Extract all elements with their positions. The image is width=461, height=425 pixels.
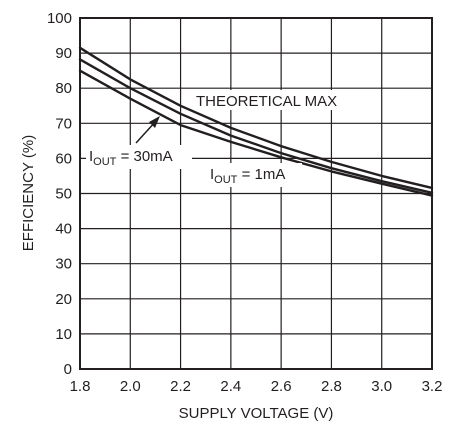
series-lines xyxy=(78,46,434,197)
y-tick-label-9: 90 xyxy=(55,45,72,62)
x-axis-label: SUPPLY VOLTAGE (V) xyxy=(179,405,334,422)
x-tick-label-1: 2.0 xyxy=(120,378,141,395)
annotation-30ma-bg xyxy=(86,145,192,169)
annotation-1ma-bg xyxy=(208,163,302,187)
series-line-theoretical-max xyxy=(78,46,434,190)
x-tick-label-7: 3.2 xyxy=(422,378,443,395)
y-tick-label-10: 100 xyxy=(47,10,72,27)
annotation-30ma-sub: OUT xyxy=(93,156,117,168)
annotation-max-bg xyxy=(193,90,369,110)
series-line-30ma xyxy=(78,58,434,195)
arrow-head xyxy=(149,116,160,128)
y-tick-label-3: 30 xyxy=(55,256,72,273)
annotation-theoretical-max: THEORETICAL MAX xyxy=(196,93,337,110)
y-tick-label-2: 20 xyxy=(55,291,72,308)
x-tick-label-5: 2.8 xyxy=(321,378,342,395)
y-tick-label-8: 80 xyxy=(55,80,72,97)
annotation-1ma-i: I xyxy=(210,166,214,183)
series-line-1ma xyxy=(78,69,434,197)
grid xyxy=(79,17,433,370)
annotation-30ma-i: I xyxy=(89,148,93,165)
y-tick-label-4: 40 xyxy=(55,221,72,238)
y-tick-label-5: 50 xyxy=(55,186,72,203)
annotation-1ma-value: = 1mA xyxy=(237,166,285,183)
annotation-1ma: IOUT = 1mA xyxy=(210,166,285,186)
annotation-arrow xyxy=(135,116,160,144)
x-tick-label-2: 2.2 xyxy=(170,378,191,395)
x-tick-label-3: 2.4 xyxy=(220,378,241,395)
x-tick-label-0: 1.8 xyxy=(70,378,91,395)
annotation-1ma-sub: OUT xyxy=(214,174,238,186)
y-tick-label-1: 10 xyxy=(55,326,72,343)
y-tick-label-7: 70 xyxy=(55,115,72,132)
x-tick-label-4: 2.6 xyxy=(271,378,292,395)
y-tick-labels: 0 10 20 30 40 50 60 70 80 90 100 xyxy=(47,10,72,378)
x-tick-labels: 1.8 2.0 2.2 2.4 2.6 2.8 3.0 3.2 xyxy=(70,378,443,395)
annotation-30ma-value: = 30mA xyxy=(116,148,172,165)
annotation-30ma: IOUT = 30mA xyxy=(89,148,173,168)
x-tick-label-6: 3.0 xyxy=(371,378,392,395)
y-tick-label-6: 60 xyxy=(55,150,72,167)
y-tick-label-0: 0 xyxy=(64,361,72,378)
y-axis-label: EFFICIENCY (%) xyxy=(20,135,37,251)
